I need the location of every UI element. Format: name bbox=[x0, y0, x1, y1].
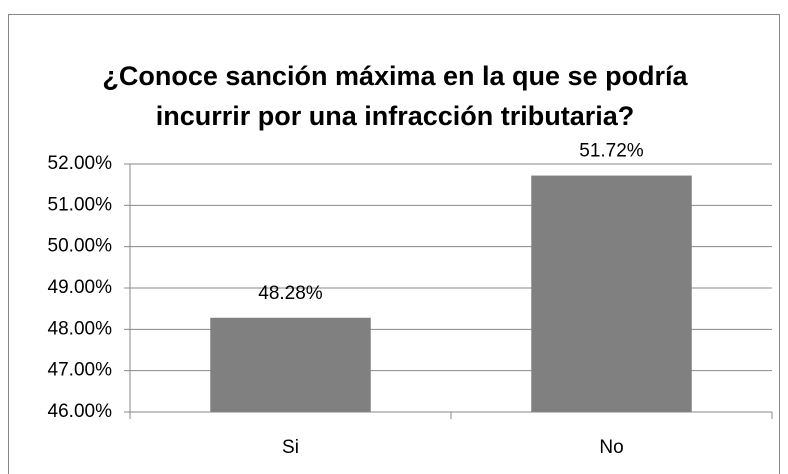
bar bbox=[210, 317, 371, 412]
x-tick-label: No bbox=[599, 437, 623, 458]
chart-title: ¿Conoce sanción máxima en la que se podr… bbox=[102, 61, 688, 131]
y-tick-label: 52.00% bbox=[48, 153, 113, 174]
data-label: 48.28% bbox=[258, 283, 323, 304]
y-tick-label: 50.00% bbox=[48, 236, 113, 257]
y-tick-label: 47.00% bbox=[48, 360, 113, 381]
data-label: 51.72% bbox=[579, 141, 644, 162]
bar bbox=[531, 175, 692, 412]
x-tick-label: Si bbox=[282, 437, 299, 458]
y-tick-label: 48.00% bbox=[48, 318, 113, 339]
y-tick-label: 49.00% bbox=[48, 277, 113, 298]
y-tick-label: 46.00% bbox=[48, 401, 113, 422]
y-tick-label: 51.00% bbox=[48, 194, 113, 215]
